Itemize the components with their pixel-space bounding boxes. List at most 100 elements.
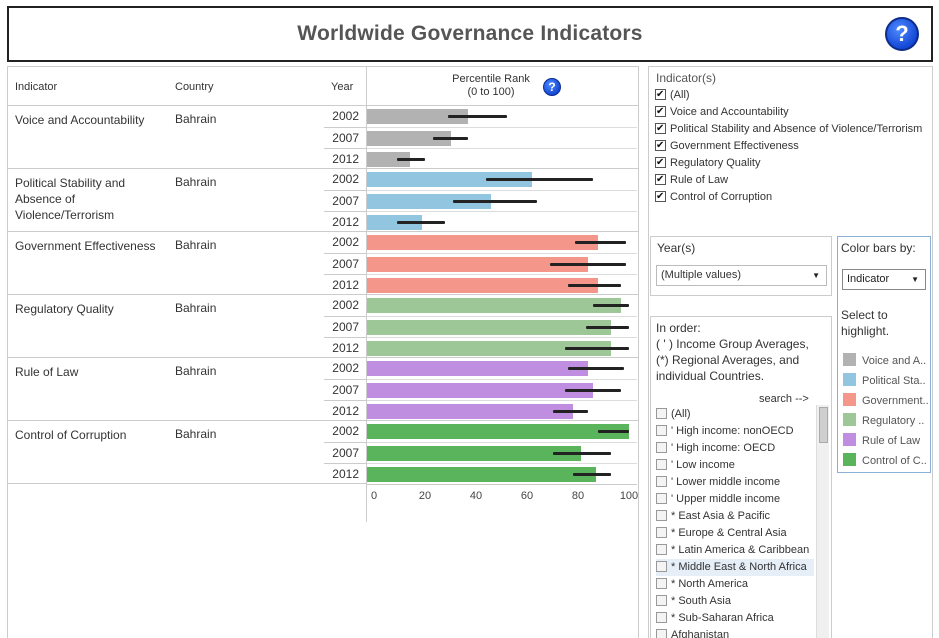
legend-item[interactable]: Government.. xyxy=(843,393,929,409)
entity-label: * Middle East & North Africa xyxy=(671,561,807,573)
entity-list-item[interactable]: ' Upper middle income xyxy=(656,491,814,508)
legend-item[interactable]: Political Sta.. xyxy=(843,373,929,389)
checkbox-icon[interactable] xyxy=(656,408,667,419)
entity-list-item[interactable]: * East Asia & Pacific xyxy=(656,508,814,525)
indicator-filter-item[interactable]: Voice and Accountability xyxy=(655,105,789,122)
year-dropdown-value: (Multiple values) xyxy=(661,269,742,281)
checkbox-icon[interactable] xyxy=(656,442,667,453)
entity-list-item[interactable]: ' High income: OECD xyxy=(656,440,814,457)
entity-list-item[interactable]: * Europe & Central Asia xyxy=(656,525,814,542)
entity-list-item[interactable]: Afghanistan xyxy=(656,627,814,638)
checkbox-icon[interactable] xyxy=(656,595,667,606)
indicator-filter-label: Political Stability and Absence of Viole… xyxy=(670,123,923,135)
indicator-group: Government Effectiveness Bahrain 2002 2007 2… xyxy=(8,231,638,294)
percentile-bar[interactable] xyxy=(367,278,599,293)
search-link[interactable]: search --> xyxy=(759,393,809,405)
percentile-bar[interactable] xyxy=(367,361,589,376)
chart-help-icon[interactable]: ? xyxy=(543,78,561,96)
checkbox-icon[interactable] xyxy=(656,425,667,436)
percentile-bar[interactable] xyxy=(367,172,533,187)
indicator-label: Rule of Law xyxy=(15,365,79,379)
legend-item[interactable]: Regulatory .. xyxy=(843,413,929,429)
confidence-interval-line xyxy=(598,430,629,433)
scrollbar-thumb[interactable] xyxy=(819,407,828,443)
bar-row xyxy=(367,337,637,358)
percentile-bar[interactable] xyxy=(367,404,573,419)
checkbox-icon[interactable] xyxy=(656,510,667,521)
indicator-filter-item[interactable]: (All) xyxy=(655,88,690,105)
entity-list-item[interactable]: (All) xyxy=(656,406,814,423)
entity-label: ' Low income xyxy=(671,459,735,471)
percentile-bar[interactable] xyxy=(367,215,423,230)
percentile-bar[interactable] xyxy=(367,235,599,250)
percentile-bar[interactable] xyxy=(367,131,451,146)
checkbox-icon[interactable] xyxy=(655,174,666,185)
percentile-bar[interactable] xyxy=(367,424,629,439)
bar-row xyxy=(367,379,637,400)
percentile-bar[interactable] xyxy=(367,152,410,167)
checkbox-icon[interactable] xyxy=(656,578,667,589)
help-icon[interactable]: ? xyxy=(885,17,919,51)
indicator-filter-item[interactable]: Regulatory Quality xyxy=(655,156,761,173)
checkbox-icon[interactable] xyxy=(655,140,666,151)
confidence-interval-line xyxy=(552,410,589,413)
entity-list-item[interactable]: * Middle East & North Africa xyxy=(656,559,814,576)
checkbox-icon[interactable] xyxy=(656,527,667,538)
year-column-header: Year xyxy=(331,81,354,93)
percentile-bar[interactable] xyxy=(367,257,589,272)
chart-title-line-1: Percentile Rank xyxy=(452,73,530,85)
legend-item[interactable]: Rule of Law xyxy=(843,433,929,449)
country-label: Bahrain xyxy=(175,364,217,378)
checkbox-icon[interactable] xyxy=(656,629,667,638)
x-tick-label: 60 xyxy=(520,490,534,502)
checkbox-icon[interactable] xyxy=(655,106,666,117)
bar-row xyxy=(367,232,637,253)
year-label: 2007 xyxy=(324,379,367,400)
year-dropdown[interactable]: (Multiple values) ▼ xyxy=(656,265,827,286)
percentile-bar[interactable] xyxy=(367,320,612,335)
percentile-bar[interactable] xyxy=(367,467,596,482)
legend-item[interactable]: Voice and A.. xyxy=(843,353,929,369)
entity-list-item[interactable]: ' Low income xyxy=(656,457,814,474)
confidence-interval-line xyxy=(593,304,629,307)
color-by-dropdown[interactable]: Indicator ▼ xyxy=(842,269,926,290)
year-label: 2012 xyxy=(324,337,367,358)
checkbox-icon[interactable] xyxy=(655,89,666,100)
percentile-bar[interactable] xyxy=(367,341,612,356)
color-by-title: Color bars by: xyxy=(841,241,916,255)
confidence-interval-line xyxy=(453,200,538,203)
indicator-filter-panel: Indicator(s) (All) Voice and Accountabili… xyxy=(648,66,933,638)
checkbox-icon[interactable] xyxy=(656,493,667,504)
checkbox-icon[interactable] xyxy=(655,191,666,202)
checkbox-icon[interactable] xyxy=(655,123,666,134)
entity-list-item[interactable]: ' Lower middle income xyxy=(656,474,814,491)
entity-list-item[interactable]: * North America xyxy=(656,576,814,593)
percentile-bar[interactable] xyxy=(367,383,594,398)
indicator-filter-item[interactable]: Government Effectiveness xyxy=(655,139,799,156)
bar-row xyxy=(367,190,637,211)
percentile-bar[interactable] xyxy=(367,446,581,461)
entity-list-item[interactable]: ' High income: nonOECD xyxy=(656,423,814,440)
checkbox-icon[interactable] xyxy=(656,544,667,555)
legend-item[interactable]: Control of C.. xyxy=(843,453,929,469)
confidence-interval-line xyxy=(572,473,612,476)
bar-row xyxy=(367,211,637,232)
percentile-bar[interactable] xyxy=(367,194,492,209)
checkbox-icon[interactable] xyxy=(656,612,667,623)
percentile-bar[interactable] xyxy=(367,109,469,124)
indicator-filter-item[interactable]: Control of Corruption xyxy=(655,190,772,207)
indicator-filter-item[interactable]: Rule of Law xyxy=(655,173,728,190)
legend-swatch xyxy=(843,413,856,426)
entity-list-item[interactable]: * South Asia xyxy=(656,593,814,610)
checkbox-icon[interactable] xyxy=(656,459,667,470)
checkbox-icon[interactable] xyxy=(656,561,667,572)
indicator-filter-item[interactable]: Political Stability and Absence of Viole… xyxy=(655,122,922,139)
entity-list-item[interactable]: * Sub-Saharan Africa xyxy=(656,610,814,627)
bar-row xyxy=(367,316,637,337)
bar-row xyxy=(367,421,637,442)
checkbox-icon[interactable] xyxy=(655,157,666,168)
entity-list-item[interactable]: * Latin America & Caribbean xyxy=(656,542,814,559)
checkbox-icon[interactable] xyxy=(656,476,667,487)
percentile-bar[interactable] xyxy=(367,298,622,313)
entity-scrollbar[interactable] xyxy=(816,405,829,638)
